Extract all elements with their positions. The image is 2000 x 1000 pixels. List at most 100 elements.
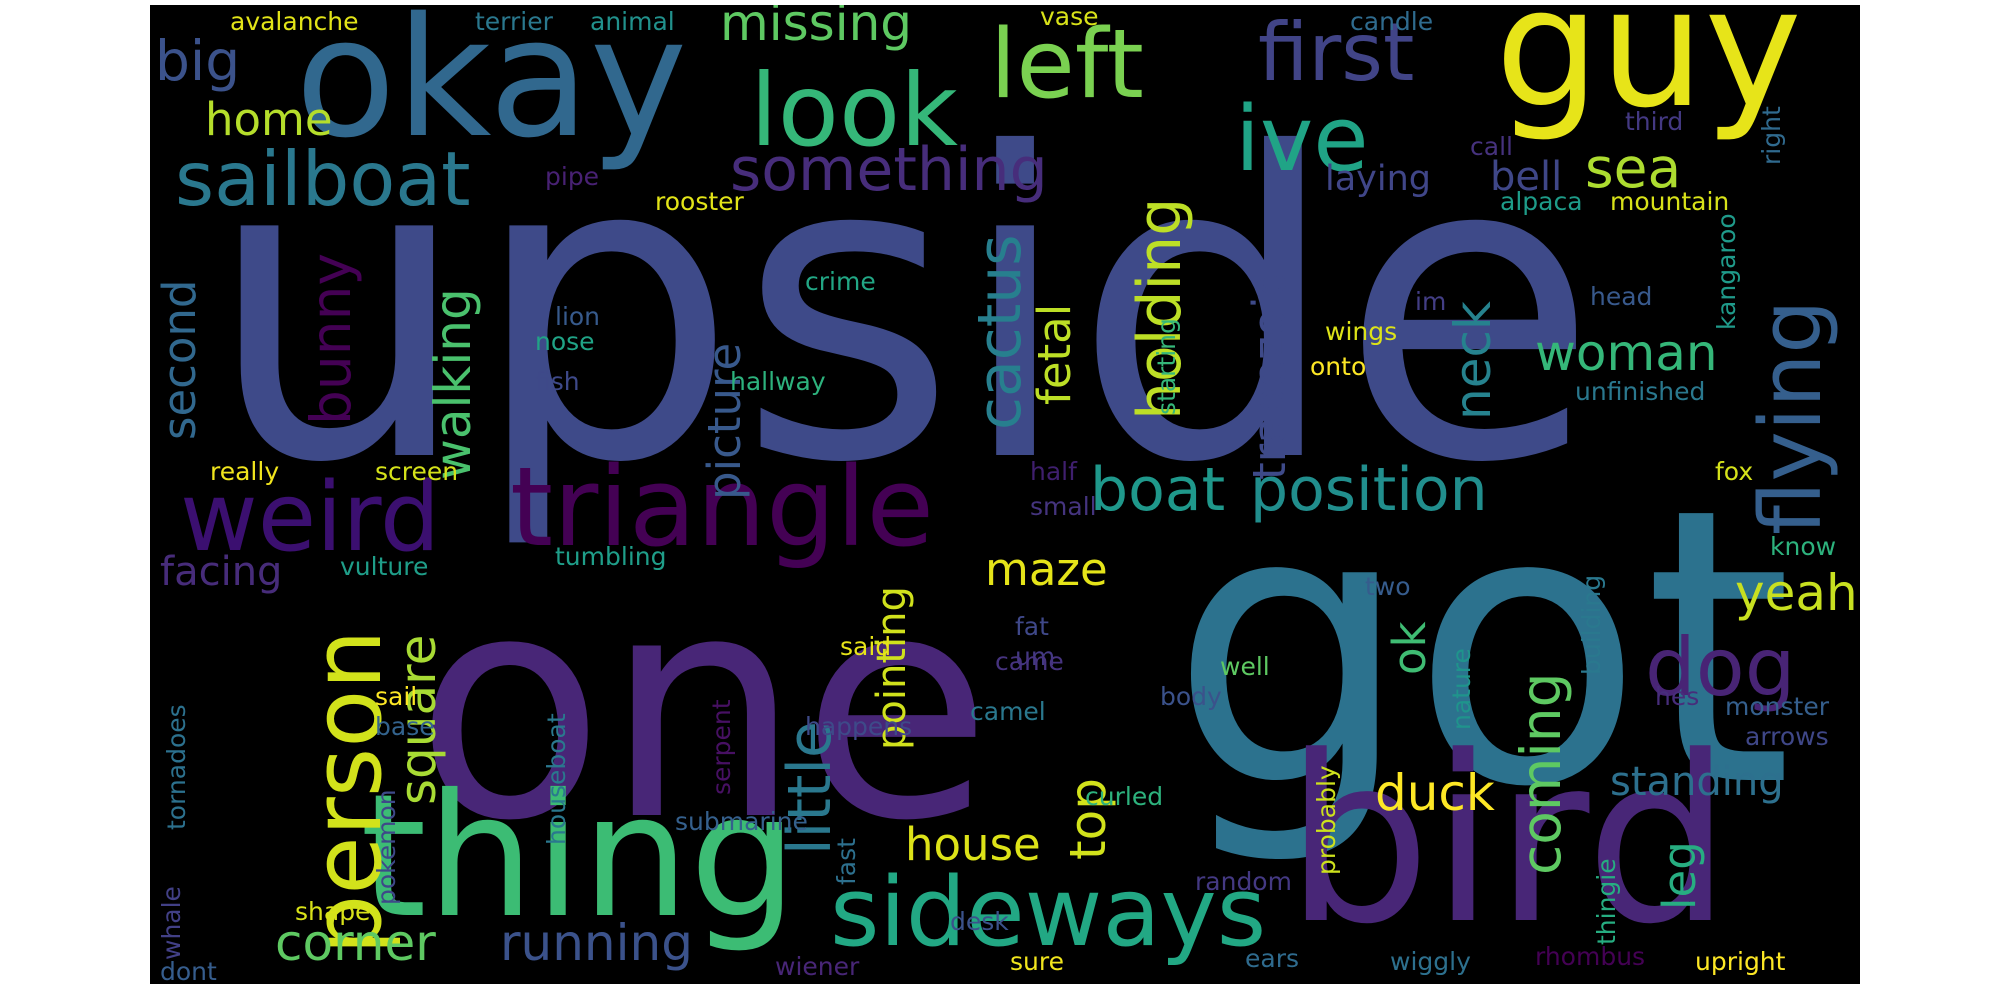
cloud-word-hallway: hallway: [730, 367, 826, 396]
cloud-word-starting: starting: [1152, 318, 1181, 415]
cloud-word-fast: fast: [832, 838, 861, 885]
cloud-word-look: look: [750, 52, 958, 169]
cloud-word-fish: fish: [535, 367, 580, 396]
cloud-word-submarine: submarine: [675, 807, 808, 836]
cloud-word-vase: vase: [1040, 5, 1099, 31]
cloud-word-fat: fat: [1015, 612, 1049, 641]
cloud-word-flying: flying: [1742, 300, 1841, 535]
cloud-word-unfinished: unfinished: [1575, 377, 1705, 406]
cloud-word-animal: animal: [590, 7, 675, 36]
cloud-word-sideways: sideways: [830, 858, 1266, 968]
cloud-word-hes: hes: [1655, 682, 1699, 711]
cloud-word-house: house: [905, 818, 1041, 871]
cloud-word-something: something: [730, 135, 1048, 205]
cloud-word-picture: picture: [698, 343, 751, 500]
cloud-word-desk: desk: [950, 907, 1009, 936]
cloud-word-bunny: bunny: [299, 253, 363, 425]
cloud-word-two: two: [1365, 572, 1411, 601]
cloud-word-really: really: [210, 457, 279, 486]
cloud-word-sure: sure: [1010, 947, 1064, 976]
cloud-word-body: body: [1160, 682, 1222, 711]
cloud-word-monster: monster: [1725, 692, 1830, 721]
cloud-word-pipe: pipe: [545, 162, 599, 191]
cloud-word-sea: sea: [1585, 136, 1681, 200]
cloud-word-facing: facing: [160, 549, 282, 595]
cloud-word-neck: neck: [1444, 301, 1502, 420]
cloud-word-whale: whale: [157, 886, 186, 960]
cloud-word-avalanche: avalanche: [230, 7, 359, 36]
cloud-word-upside: upside: [205, 66, 1598, 555]
cloud-word-second: second: [153, 280, 206, 441]
cloud-word-bell: bell: [1490, 154, 1562, 200]
cloud-word-screen: screen: [375, 457, 458, 486]
cloud-word-wiener: wiener: [775, 952, 860, 981]
cloud-word-bird: bird: [1285, 708, 1731, 975]
cloud-word-came: came: [995, 647, 1064, 676]
cloud-word-standing: standing: [1610, 759, 1784, 805]
cloud-word-fetal: fetal: [1028, 304, 1081, 405]
cloud-word-nose: nose: [535, 327, 595, 356]
cloud-word-building: building: [1577, 575, 1606, 675]
cloud-word-maze: maze: [985, 543, 1108, 596]
cloud-word-big: big: [155, 29, 240, 93]
cloud-word-candle: candle: [1350, 7, 1433, 36]
cloud-word-walking: walking: [424, 288, 482, 480]
cloud-word-duck: duck: [1375, 764, 1495, 822]
cloud-word-position: position: [1250, 455, 1488, 525]
cloud-word-running: running: [500, 914, 693, 972]
cloud-word-right: right: [1757, 106, 1786, 165]
cloud-word-alpaca: alpaca: [1500, 187, 1583, 216]
cloud-word-leg: leg: [1653, 841, 1706, 910]
cloud-word-tumbling: tumbling: [555, 542, 666, 571]
cloud-word-camel: camel: [970, 697, 1046, 726]
cloud-word-top: top: [1059, 778, 1117, 860]
cloud-word-sailboat: sailboat: [175, 135, 471, 223]
cloud-word-cactus: cactus: [965, 234, 1035, 430]
cloud-word-home: home: [205, 93, 333, 146]
cloud-word-ive: ive: [1235, 87, 1369, 192]
cloud-word-laying: laying: [1325, 159, 1431, 199]
cloud-word-pointing: pointing: [869, 586, 915, 750]
cloud-word-terrier: terrier: [475, 7, 554, 36]
cloud-word-probably: probably: [1312, 765, 1341, 875]
cloud-word-know: know: [1770, 532, 1836, 561]
cloud-word-vulture: vulture: [340, 552, 428, 581]
cloud-word-square: square: [389, 635, 447, 805]
cloud-word-got: got: [1170, 427, 1793, 870]
cloud-word-ok: ok: [1383, 621, 1436, 675]
cloud-word-arrows: arrows: [1745, 722, 1829, 751]
cloud-word-happens: happens: [805, 712, 912, 741]
cloud-word-guy: guy: [1495, 5, 1802, 144]
cloud-word-sail: sail: [375, 682, 417, 711]
cloud-word-rhombus: rhombus: [1535, 942, 1645, 971]
cloud-word-kangaroo: kangaroo: [1712, 213, 1741, 330]
cloud-word-missing: missing: [720, 5, 912, 52]
cloud-word-thing: thing: [360, 758, 797, 956]
cloud-word-houseboat: houseboat: [542, 713, 571, 845]
cloud-word-wings: wings: [1325, 317, 1397, 346]
cloud-word-base: base: [375, 712, 435, 741]
cloud-word-one: one: [415, 528, 992, 889]
cloud-word-call: call: [1470, 132, 1513, 161]
cloud-word-woman: woman: [1535, 324, 1718, 382]
cloud-word-yeah: yeah: [1735, 564, 1858, 622]
cloud-word-dog: dog: [1645, 621, 1796, 714]
cloud-word-okay: okay: [295, 5, 687, 174]
cloud-word-coming: coming: [1509, 672, 1573, 875]
cloud-word-thingie: thingie: [1592, 858, 1621, 945]
cloud-word-im: im: [1415, 287, 1446, 316]
cloud-word-lion: lion: [555, 302, 600, 331]
cloud-word-curled: curled: [1085, 782, 1163, 811]
cloud-word-crime: crime: [805, 267, 876, 296]
cloud-word-left: left: [990, 10, 1144, 120]
cloud-word-dont: dont: [160, 957, 217, 984]
cloud-word-random: random: [1195, 867, 1292, 896]
cloud-word-nature: nature: [1447, 648, 1476, 730]
cloud-word-corner: corner: [275, 914, 436, 972]
cloud-word-fox: fox: [1715, 457, 1753, 486]
cloud-word-ears: ears: [1245, 944, 1299, 973]
cloud-word-head: head: [1590, 282, 1652, 311]
cloud-word-half: half: [1030, 457, 1078, 486]
cloud-word-small: small: [1030, 492, 1097, 521]
cloud-word-trapezoid: trapezoid: [1243, 268, 1296, 480]
